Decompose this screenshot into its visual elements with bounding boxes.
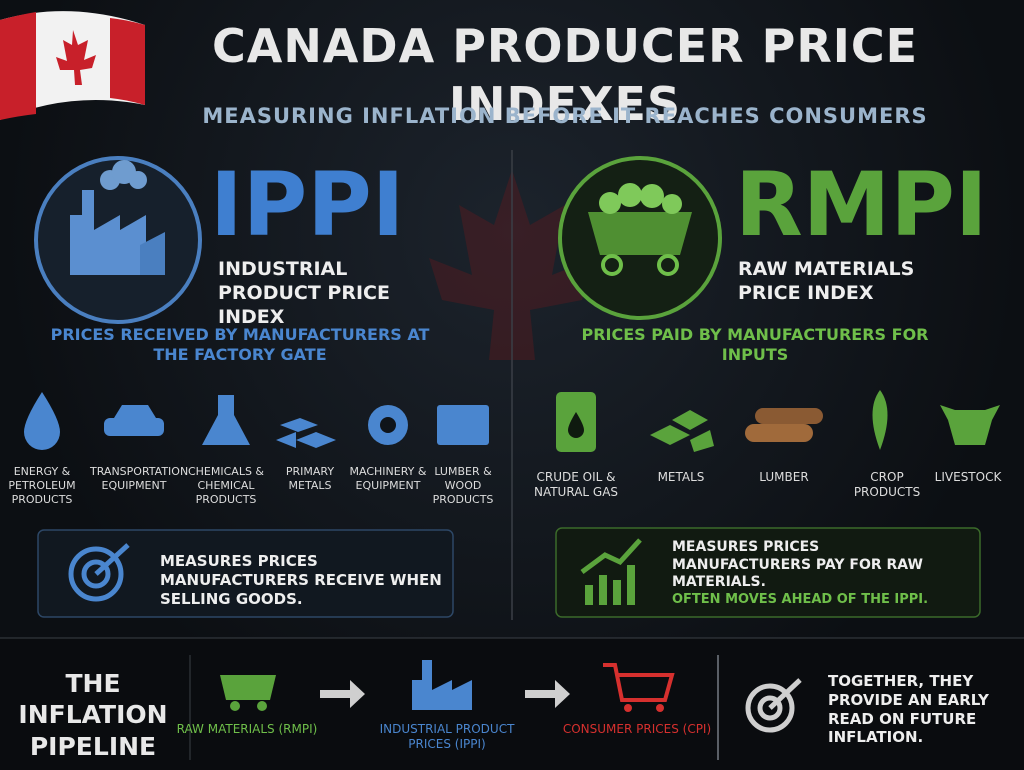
- ippi-note: MEASURES PRICES MANUFACTURERS RECEIVE WH…: [160, 552, 442, 608]
- ippi-category: MACHINERY & EQUIPMENT: [349, 465, 427, 492]
- ippi-name: INDUSTRIAL PRODUCT PRICE INDEX: [218, 258, 390, 328]
- pipeline-step: RAW MATERIALS (RMPI): [176, 722, 318, 736]
- ippi-category: TRANSPORTATION EQUIPMENT: [90, 465, 189, 492]
- rmpi-category: LIVESTOCK: [934, 470, 1002, 484]
- rmpi-note: MEASURES PRICES MANUFACTURERS PAY FOR RA…: [672, 539, 923, 590]
- rmpi-category: CROP PRODUCTS: [853, 470, 921, 499]
- ippi-icons: [24, 392, 489, 450]
- rmpi-category: LUMBER: [759, 470, 809, 484]
- rmpi-emblem: [558, 156, 722, 320]
- target-icon: [68, 543, 130, 602]
- ippi-acronym: IPPI: [210, 153, 405, 256]
- title: CANADA PRODUCER PRICE INDEXES: [211, 19, 919, 131]
- rmpi-category: CRUDE OIL & NATURAL GAS: [533, 470, 619, 499]
- rmpi-icons: [556, 390, 1000, 452]
- pipeline-icons: [220, 660, 802, 733]
- canada-flag: [0, 11, 145, 120]
- ippi-category: ENERGY & PETROLEUM PRODUCTS: [8, 465, 76, 506]
- rmpi-category: METALS: [657, 470, 705, 484]
- ippi-category: PRIMARY METALS: [285, 465, 335, 492]
- pipeline-step: INDUSTRIAL PRODUCT PRICES (IPPI): [379, 722, 515, 751]
- pipeline-conclusion: TOGETHER, THEY PROVIDE AN EARLY READ ON …: [828, 672, 989, 747]
- ippi-emblem: [34, 156, 202, 324]
- rmpi-description: PRICES PAID BY MANUFACTURERS FOR INPUTS: [581, 325, 929, 364]
- ippi-category: CHEMICALS & CHEMICAL PRODUCTS: [187, 465, 265, 506]
- rmpi-acronym: RMPI: [735, 153, 988, 256]
- pipeline-title: THE INFLATION PIPELINE: [18, 669, 168, 761]
- rmpi-name: RAW MATERIALS PRICE INDEX: [738, 258, 915, 304]
- pipeline-step: CONSUMER PRICES (CPI): [562, 722, 712, 736]
- growth-icon: [580, 538, 642, 605]
- rmpi-note-highlight: OFTEN MOVES AHEAD OF THE IPPI.: [672, 592, 929, 607]
- subtitle: MEASURING INFLATION BEFORE IT REACHES CO…: [202, 104, 928, 128]
- ippi-description: PRICES RECEIVED BY MANUFACTURERS AT THE …: [50, 325, 430, 364]
- ippi-category: LUMBER & WOOD PRODUCTS: [432, 465, 494, 506]
